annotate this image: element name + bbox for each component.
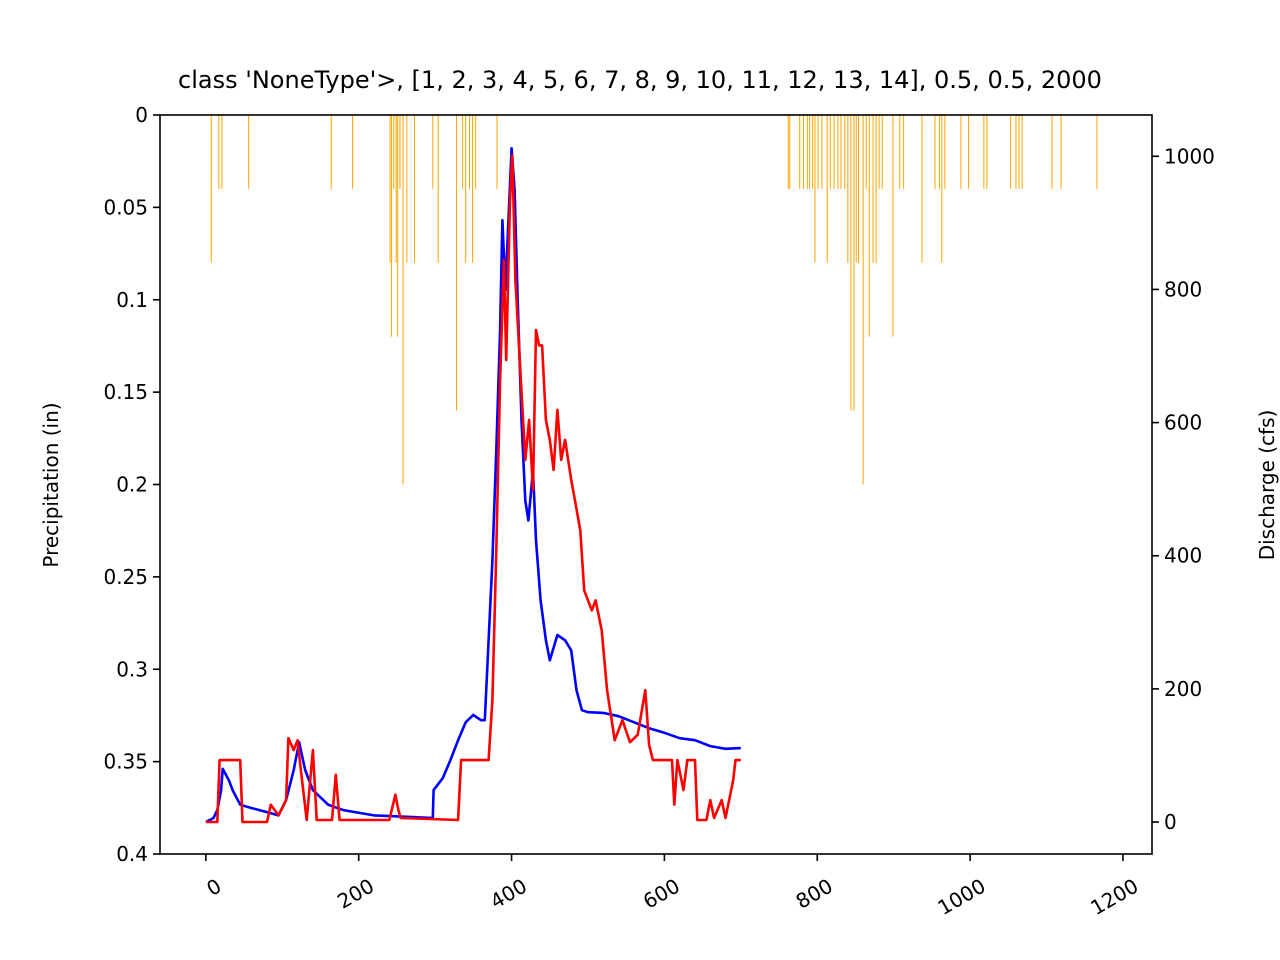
y-tick-label: 0.3 [116, 657, 148, 681]
precip-bar [789, 115, 791, 189]
precip-bar [892, 115, 894, 337]
precip-bar [968, 115, 970, 189]
precip-bar [868, 115, 870, 337]
precip-bar [465, 115, 467, 263]
precip-bar [939, 115, 941, 189]
y2-tick-label: 600 [1164, 411, 1202, 435]
precip-bar [1021, 115, 1023, 189]
y-tick-label: 0.05 [103, 195, 148, 219]
y-tick-label: 0.15 [103, 380, 148, 404]
precip-bar [402, 115, 404, 485]
y-axis-label: Precipitation (in) [39, 402, 63, 567]
precip-bar [826, 115, 828, 263]
precip-bar [814, 115, 816, 263]
y2-tick-label: 0 [1164, 810, 1177, 834]
chart-title: class 'NoneType'>, [1, 2, 3, 4, 5, 6, 7,… [178, 66, 1102, 94]
precip-bar [393, 115, 395, 189]
precip-bar [803, 115, 805, 189]
precip-bar [248, 115, 250, 189]
precip-bar [941, 115, 943, 263]
precip-bar [855, 115, 857, 263]
y-tick-label: 0.1 [116, 288, 148, 312]
precip-bar [853, 115, 855, 411]
precip-bar [221, 115, 223, 189]
precip-bar [921, 115, 923, 263]
y-tick-label: 0 [135, 103, 148, 127]
precip-bar [1010, 115, 1012, 189]
precip-bar [1060, 115, 1062, 189]
y2-tick-label: 400 [1164, 544, 1202, 568]
precip-bar [413, 115, 415, 263]
y2-tick-label: 200 [1164, 677, 1202, 701]
precip-bar [472, 115, 474, 263]
precip-bar [330, 115, 332, 189]
precip-bar [399, 115, 401, 189]
precip-bar [817, 115, 819, 189]
discharge-line [205, 153, 741, 824]
precip-bar [850, 115, 852, 411]
precip-bar [837, 115, 839, 189]
precip-bar [858, 115, 860, 263]
precip-bar [899, 115, 901, 189]
precip-bar [829, 115, 831, 189]
precip-bar [833, 115, 835, 189]
precip-bar [878, 115, 880, 189]
precip-bar [389, 115, 391, 263]
precip-bar [983, 115, 985, 189]
precip-bar [809, 115, 811, 189]
precip-bar [391, 115, 393, 337]
precip-bar [395, 115, 397, 263]
precip-bar [934, 115, 936, 189]
precip-bar [799, 115, 801, 189]
precip-bar [496, 115, 498, 189]
precip-bar [787, 115, 789, 189]
precip-bar [1018, 115, 1020, 189]
precip-bar [872, 115, 874, 263]
precip-bar [475, 115, 477, 189]
precip-bar [397, 115, 399, 337]
y-tick-label: 0.4 [116, 842, 148, 866]
precip-bar [806, 115, 808, 189]
precip-bar [844, 115, 846, 189]
precip-bar [865, 115, 867, 189]
precip-bar [210, 115, 212, 263]
y2-tick-label: 1000 [1164, 144, 1215, 168]
precip-bar [821, 115, 823, 189]
precip-bar [1015, 115, 1017, 189]
precip-bar [847, 115, 849, 263]
precip-bar [875, 115, 877, 263]
precip-bar [456, 115, 458, 411]
y2-tick-label: 800 [1164, 277, 1202, 301]
precip-bar [432, 115, 434, 189]
precip-bar [881, 115, 883, 189]
precip-bar [944, 115, 946, 189]
precip-bar [862, 115, 864, 485]
precip-bar [903, 115, 905, 189]
precip-bar [812, 115, 814, 189]
precip-bar [840, 115, 842, 189]
y-tick-label: 0.35 [103, 750, 148, 774]
precip-bar [218, 115, 220, 189]
precip-bar [462, 115, 464, 189]
precip-bar [352, 115, 354, 189]
precip-bar [960, 115, 962, 189]
y2-axis-label: Discharge (cfs) [1255, 410, 1279, 561]
precip-bar [406, 115, 408, 263]
y-tick-label: 0.25 [103, 565, 148, 589]
precip-bar [437, 115, 439, 263]
precip-bar [469, 115, 471, 189]
y-tick-label: 0.2 [116, 473, 148, 497]
precip-bar [986, 115, 988, 189]
precip-bar [1051, 115, 1053, 189]
precip-bar [1096, 115, 1098, 189]
